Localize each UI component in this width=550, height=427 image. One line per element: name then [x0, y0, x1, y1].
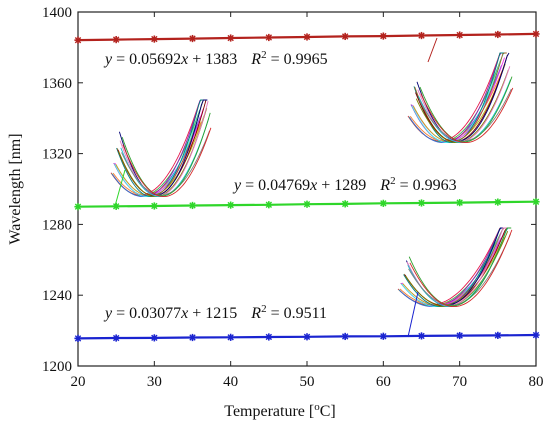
data-point: [303, 33, 311, 41]
series-group: [74, 30, 540, 342]
data-point: [74, 334, 82, 342]
equation-series-1: y = 0.05692x + 1383 R2 = 0.9965: [103, 49, 328, 68]
data-point: [265, 33, 273, 42]
equation-series-2: y = 0.04769x + 1289 R2 = 0.9963: [232, 175, 457, 194]
x-tick-label: 30: [147, 374, 162, 390]
data-point: [341, 200, 349, 208]
data-point: [417, 332, 426, 340]
x-tick-label: 70: [452, 374, 467, 390]
y-tick-label: 1360: [42, 76, 72, 92]
inset-spectrum-curve: [117, 99, 207, 197]
inset-spectra-bottom-right: [397, 227, 513, 308]
x-tick-label: 20: [71, 374, 86, 390]
data-point: [341, 32, 349, 41]
series-3: [74, 331, 540, 342]
data-point: [188, 34, 197, 43]
series-2: [74, 198, 540, 211]
data-point: [74, 36, 82, 44]
inset-spectrum-curve: [411, 52, 505, 144]
pointer-line-green: [114, 169, 126, 207]
inset-spectrum-curve: [405, 231, 509, 308]
y-axis-title: Wavelength [nm]: [7, 133, 24, 244]
data-point: [532, 198, 540, 206]
data-point: [532, 331, 540, 339]
y-tick-label: 1320: [42, 147, 72, 163]
data-point: [150, 334, 158, 342]
inset-spectrum-curve: [118, 99, 208, 196]
y-tick-label: 1280: [42, 217, 72, 233]
data-point: [456, 31, 464, 39]
inset-spectrum-curve: [414, 52, 507, 142]
data-point: [379, 199, 387, 207]
inset-spectra-group: [110, 37, 514, 338]
data-point: [494, 331, 502, 339]
x-tick-label: 60: [376, 374, 391, 390]
data-point: [532, 30, 540, 38]
pointer-line-blue: [407, 291, 419, 338]
data-point: [417, 199, 426, 207]
inset-spectrum-curve: [408, 233, 511, 306]
x-tick-label: 80: [529, 374, 544, 390]
inset-spectra-top-right: [407, 52, 514, 144]
data-point: [150, 202, 158, 210]
inset-spectrum-curve: [420, 87, 514, 144]
data-point: [265, 333, 273, 341]
data-point: [188, 201, 197, 210]
axis-ticks: 20 30 40 50 60 70 80 1200 1240 1280 1320 1360 1400: [42, 5, 544, 390]
data-point: [265, 201, 273, 209]
data-point: [227, 201, 235, 209]
x-tick-label: 50: [300, 374, 315, 390]
inset-spectrum-curve: [408, 227, 512, 307]
inset-spectra-top-left: [110, 99, 212, 198]
inset-spectrum-curve: [403, 227, 506, 308]
data-point: [303, 200, 311, 208]
pointer-line-red: [427, 37, 438, 63]
x-tick-label: 40: [223, 374, 238, 390]
inset-spectrum-curve: [121, 130, 210, 196]
data-point: [74, 203, 82, 211]
inset-spectrum-curve: [416, 52, 510, 142]
y-tick-label: 1240: [42, 288, 72, 304]
data-point: [227, 333, 235, 341]
inset-spectrum-curve: [415, 54, 508, 143]
data-point: [227, 34, 235, 42]
data-point: [112, 202, 120, 210]
data-point: [456, 331, 464, 340]
y-tick-label: 1200: [42, 359, 72, 375]
data-point: [494, 30, 502, 39]
inset-spectrum-curve: [409, 229, 513, 308]
inset-spectrum-curve: [418, 88, 512, 142]
equation-series-3: y = 0.03077x + 1215 R2 = 0.9511: [103, 303, 327, 322]
data-point: [112, 334, 120, 342]
y-tick-label: 1400: [42, 5, 72, 21]
data-point: [188, 333, 197, 342]
data-point: [112, 36, 120, 44]
x-axis-title: Temperature [oC]: [224, 401, 335, 420]
series-1: [74, 30, 540, 44]
data-point: [379, 332, 387, 340]
data-point: [494, 198, 502, 206]
data-point: [379, 32, 387, 40]
inset-spectrum-curve: [121, 112, 211, 197]
data-point: [150, 35, 158, 43]
data-point: [417, 31, 426, 40]
data-point: [341, 332, 349, 341]
inset-spectrum-curve: [122, 127, 212, 198]
inset-spectrum-curve: [406, 227, 510, 307]
inset-spectrum-curve: [419, 76, 513, 143]
data-point: [456, 199, 464, 207]
data-point: [303, 333, 311, 341]
